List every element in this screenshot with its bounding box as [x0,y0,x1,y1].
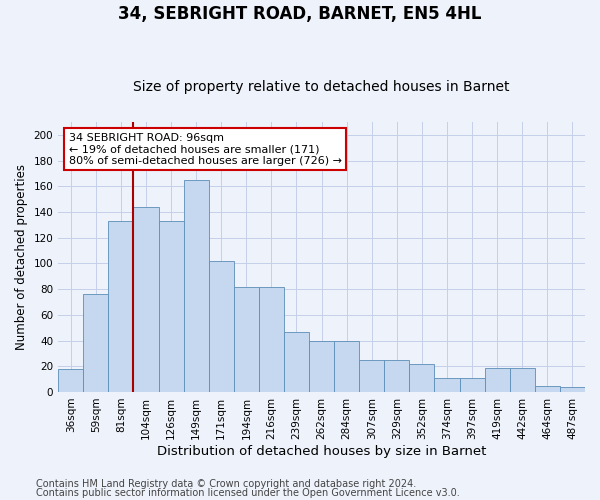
Title: Size of property relative to detached houses in Barnet: Size of property relative to detached ho… [133,80,510,94]
Y-axis label: Number of detached properties: Number of detached properties [15,164,28,350]
Bar [409,364,434,392]
Bar [83,294,109,392]
Bar [184,180,209,392]
Bar [259,286,284,392]
Bar [510,368,535,392]
Text: 34, SEBRIGHT ROAD, BARNET, EN5 4HL: 34, SEBRIGHT ROAD, BARNET, EN5 4HL [118,5,482,23]
Bar [434,378,460,392]
X-axis label: Distribution of detached houses by size in Barnet: Distribution of detached houses by size … [157,444,486,458]
Bar [109,221,133,392]
Bar [58,369,83,392]
Bar [385,360,409,392]
Bar [485,368,510,392]
Text: Contains public sector information licensed under the Open Government Licence v3: Contains public sector information licen… [36,488,460,498]
Bar [158,221,184,392]
Bar [284,332,309,392]
Bar [209,261,234,392]
Bar [234,286,259,392]
Bar [334,340,359,392]
Bar [460,378,485,392]
Bar [535,386,560,392]
Bar [359,360,385,392]
Bar [309,340,334,392]
Bar [560,387,585,392]
Text: 34 SEBRIGHT ROAD: 96sqm
← 19% of detached houses are smaller (171)
80% of semi-d: 34 SEBRIGHT ROAD: 96sqm ← 19% of detache… [69,133,342,166]
Bar [133,207,158,392]
Text: Contains HM Land Registry data © Crown copyright and database right 2024.: Contains HM Land Registry data © Crown c… [36,479,416,489]
